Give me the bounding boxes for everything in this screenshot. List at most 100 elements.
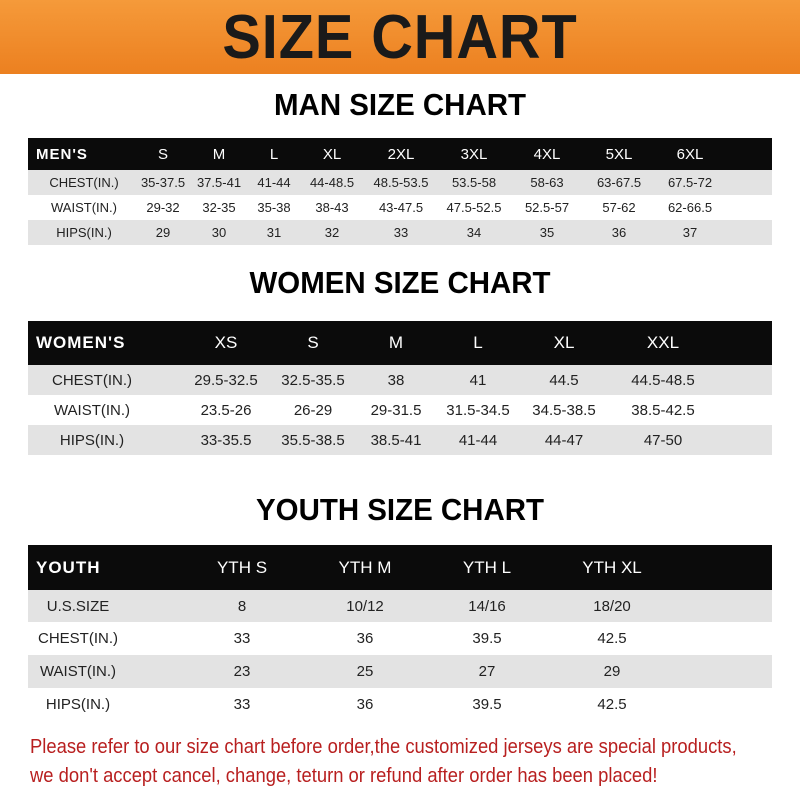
title-banner — [0, 0, 800, 74]
measurement-cell: 36 — [356, 630, 374, 647]
size-header-cell: 6XL — [676, 145, 704, 163]
size-header-cell: S — [157, 145, 169, 163]
measurement-cell: 26-29 — [293, 401, 333, 419]
measurement-cell: 23.5-26 — [200, 401, 252, 419]
measurement-cell: 33-35.5 — [200, 431, 252, 449]
header-row: MEN'S S M L XL 2XL 3XL 4XL 5XL 6XL — [28, 138, 772, 170]
table-row: CHEST(IN.) 33 36 39.5 42.5 — [28, 622, 772, 655]
women-section-title: WOMEN SIZE CHART — [249, 265, 551, 300]
measurement-cell: 43-47.5 — [378, 200, 424, 215]
measurement-cell: 35-38 — [257, 200, 291, 215]
measurement-cell: 10/12 — [346, 597, 384, 615]
measurement-cell: 25 — [356, 663, 374, 680]
size-header-cell: L — [473, 333, 483, 352]
size-header-cell: S — [307, 333, 319, 352]
measurement-cell: 44.5 — [549, 371, 579, 389]
row-label: CHEST(IN.) — [38, 630, 118, 647]
measurement-cell: 39.5 — [472, 695, 502, 713]
order-notice: Please refer to our size chart before or… — [30, 733, 737, 791]
size-header-cell: XL — [553, 333, 575, 352]
table-row: WAIST(IN.) 23.5-26 26-29 29-31.5 31.5-34.5 34… — [28, 395, 772, 425]
measurement-cell: 33 — [393, 225, 409, 240]
size-header-cell: XS — [214, 333, 238, 352]
table-row: HIPS(IN.) 33 36 39.5 42.5 — [28, 688, 772, 720]
measurement-cell: 32.5-35.5 — [281, 371, 345, 389]
measurement-cell: 41 — [469, 371, 487, 389]
measurement-cell: 58-63 — [530, 175, 564, 190]
measurement-cell: 33 — [233, 630, 251, 647]
size-header-cell: M — [388, 333, 404, 352]
measurement-cell: 44-48.5 — [309, 175, 355, 190]
table-row: U.S.SIZE 8 10/12 14/16 18/20 — [28, 590, 772, 622]
measurement-cell: 29 — [603, 663, 621, 680]
measurement-cell: 42.5 — [597, 630, 627, 647]
notice-line-1: Please refer to our size chart before or… — [30, 736, 737, 758]
measurement-cell: 34.5-38.5 — [532, 401, 596, 419]
size-header-cell: 3XL — [460, 145, 488, 163]
measurement-cell: 38-43 — [315, 200, 349, 215]
measurement-cell: 8 — [237, 597, 247, 615]
measurement-cell: 38.5-42.5 — [631, 401, 695, 419]
men-section-title: MAN SIZE CHART — [274, 87, 526, 122]
row-label: WAIST(IN.) — [51, 200, 117, 215]
measurement-cell: 32-35 — [202, 200, 236, 215]
measurement-cell: 48.5-53.5 — [373, 175, 429, 190]
measurement-cell: 27 — [478, 663, 496, 680]
measurement-cell: 52.5-57 — [524, 200, 570, 215]
measurement-cell: 36 — [356, 695, 374, 713]
measurement-cell: 36 — [611, 225, 627, 240]
measurement-cell: 44-47 — [544, 431, 584, 449]
measurement-cell: 31 — [266, 225, 282, 240]
measurement-cell: 29-32 — [146, 200, 180, 215]
measurement-cell: 57-62 — [602, 200, 636, 215]
measurement-cell: 29.5-32.5 — [194, 371, 258, 389]
size-header-cell: 2XL — [387, 145, 415, 163]
measurement-cell: 29 — [155, 225, 171, 240]
page-title: SIZE CHART — [222, 3, 578, 72]
measurement-cell: 37.5-41 — [196, 175, 242, 190]
measurement-cell: 33 — [233, 695, 251, 713]
size-header-cell: XXL — [646, 333, 680, 352]
header-row: WOMEN'S XS S M L XL XXL — [28, 321, 772, 365]
measurement-cell: 30 — [211, 225, 227, 240]
size-header-cell: 5XL — [605, 145, 633, 163]
size-header-cell: YTH M — [338, 557, 392, 577]
header-row: YOUTH YTH S YTH M YTH L YTH XL — [28, 545, 772, 590]
measurement-cell: 18/20 — [593, 597, 631, 615]
notice-line-2: we don't accept cancel, change, teturn o… — [30, 765, 658, 787]
row-label: HIPS(IN.) — [59, 431, 125, 449]
table-row: WAIST(IN.) 23 25 27 29 — [28, 655, 772, 688]
measurement-cell: 35.5-38.5 — [281, 431, 345, 449]
table-row: WAIST(IN.) 29-32 32-35 35-38 38-43 43-47.5 47.… — [28, 195, 772, 220]
size-header-cell: 4XL — [533, 145, 561, 163]
row-label: HIPS(IN.) — [56, 225, 112, 240]
measurement-cell: 31.5-34.5 — [446, 401, 510, 419]
measurement-cell: 35 — [539, 225, 555, 240]
size-header-cell: M — [212, 145, 226, 163]
measurement-cell: 32 — [324, 225, 340, 240]
measurement-cell: 62-66.5 — [667, 200, 713, 215]
row-label: WAIST(IN.) — [53, 401, 131, 419]
measurement-cell: 47-50 — [643, 431, 683, 449]
measurement-cell: 42.5 — [597, 695, 627, 713]
measurement-cell: 14/16 — [468, 597, 506, 615]
measurement-cell: 67.5-72 — [667, 175, 713, 190]
size-header-cell: L — [269, 145, 279, 163]
table-row: HIPS(IN.) 29 30 31 32 33 34 35 36 37 — [28, 220, 772, 245]
measurement-cell: 39.5 — [472, 630, 502, 647]
size-header-cell: YTH XL — [582, 557, 642, 577]
measurement-cell: 29-31.5 — [370, 401, 422, 419]
row-label: CHEST(IN.) — [52, 371, 132, 389]
row-label: U.S.SIZE — [46, 597, 110, 615]
measurement-cell: 44.5-48.5 — [631, 371, 695, 389]
size-header-cell: XL — [322, 145, 342, 163]
row-label: HIPS(IN.) — [45, 695, 111, 713]
youth-section-title: YOUTH SIZE CHART — [256, 492, 544, 527]
measurement-cell: 47.5-52.5 — [446, 200, 502, 215]
row-label: WAIST(IN.) — [39, 663, 117, 680]
table-row: HIPS(IN.) 33-35.5 35.5-38.5 38.5-41 41-44 44-… — [28, 425, 772, 455]
measurement-cell: 41-44 — [257, 175, 291, 190]
measurement-cell: 37 — [682, 225, 698, 240]
table-title-cell: WOMEN'S — [36, 333, 126, 352]
